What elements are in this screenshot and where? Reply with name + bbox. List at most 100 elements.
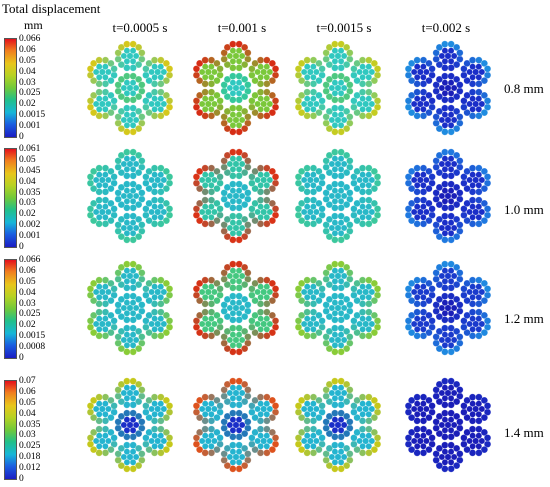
wire-element [456, 189, 464, 197]
wire-element [220, 424, 228, 432]
wire-element [123, 236, 131, 244]
wire-element [478, 176, 486, 184]
wire-element [331, 284, 339, 292]
wire-element [238, 389, 246, 397]
wire-element [466, 100, 473, 108]
wire-element [328, 224, 336, 232]
wire-element [117, 295, 125, 303]
wire-element [101, 417, 110, 425]
wire-element [229, 40, 237, 48]
wire-element [480, 396, 489, 404]
wire-element [241, 107, 249, 115]
wire-element [303, 332, 311, 340]
wire-element [251, 329, 259, 337]
wire-element [254, 208, 261, 216]
wire-element [248, 211, 256, 219]
wire-element [211, 208, 218, 216]
wire-element [216, 205, 224, 213]
wire-element [346, 49, 354, 57]
wire-element [95, 432, 103, 440]
wire-element [438, 272, 446, 280]
wire-element [294, 65, 303, 73]
wire-element [432, 275, 440, 283]
wire-element [318, 285, 326, 293]
wire-element [256, 425, 265, 433]
wire-element [294, 285, 303, 293]
wire-element [303, 171, 311, 179]
wire-element [241, 61, 249, 69]
wire-element [303, 300, 311, 308]
wire-element [129, 377, 137, 385]
wire-element [95, 196, 103, 204]
wire-element [160, 405, 168, 413]
wire-element [460, 408, 468, 416]
wire-element [220, 227, 228, 235]
wire-element [95, 393, 103, 401]
wire-element [105, 176, 112, 184]
wire-element [294, 71, 303, 79]
wire-element [105, 208, 112, 216]
wire-element [150, 188, 159, 196]
wire-element [241, 201, 249, 209]
wire-element [325, 444, 333, 452]
wire-element [268, 414, 277, 422]
wire-element [438, 389, 446, 397]
legend-tick-label: 0.06 [19, 265, 36, 276]
wire-element [142, 173, 150, 181]
wire-element [419, 188, 428, 196]
wire-element [463, 311, 471, 319]
wire-element [343, 412, 351, 420]
wire-element [322, 386, 330, 394]
wire-element [256, 300, 265, 308]
wire-element [435, 93, 443, 101]
wire-element [86, 179, 95, 187]
wire-element [223, 345, 231, 353]
wire-element [114, 333, 122, 341]
wire-element [86, 103, 95, 111]
wire-element [213, 297, 221, 305]
wire-element [263, 73, 271, 81]
wire-element [353, 279, 361, 287]
wire-element [235, 284, 243, 292]
wire-element [263, 105, 271, 113]
wire-element [145, 167, 153, 175]
wire-element [150, 112, 159, 120]
wire-element [423, 68, 430, 76]
wire-element [192, 65, 201, 73]
wire-element [251, 297, 259, 305]
wire-element [370, 311, 379, 319]
wire-element [447, 409, 455, 417]
wire-element [271, 434, 280, 442]
wire-element [129, 72, 137, 80]
wire-element [343, 444, 351, 452]
wire-element [303, 80, 311, 88]
wire-element [220, 81, 228, 89]
wire-element [220, 113, 228, 121]
wire-element [268, 279, 277, 287]
wire-element [325, 183, 333, 191]
wire-element [428, 205, 436, 213]
wire-element [370, 185, 379, 193]
wire-element [150, 425, 159, 433]
wire-element [241, 43, 249, 51]
wire-element [331, 204, 339, 212]
wire-element [195, 91, 204, 99]
legend-tick-label: 0.06 [19, 44, 36, 55]
column-header-1: t=0.0005 s [112, 20, 168, 35]
wire-element [263, 63, 271, 71]
wire-element [263, 393, 271, 401]
wire-element [123, 284, 131, 292]
wire-element [129, 292, 137, 300]
wire-element [441, 348, 449, 356]
wire-element [263, 171, 271, 179]
wire-element [235, 292, 243, 300]
wire-element [117, 398, 125, 406]
wire-element [89, 91, 98, 99]
legend-tick-label: 0 [19, 474, 24, 484]
wire-element [337, 260, 345, 268]
wire-element [483, 434, 492, 442]
wire-element [192, 97, 201, 105]
wire-element [337, 465, 345, 473]
wire-element [453, 430, 461, 438]
wire-element [322, 450, 330, 458]
